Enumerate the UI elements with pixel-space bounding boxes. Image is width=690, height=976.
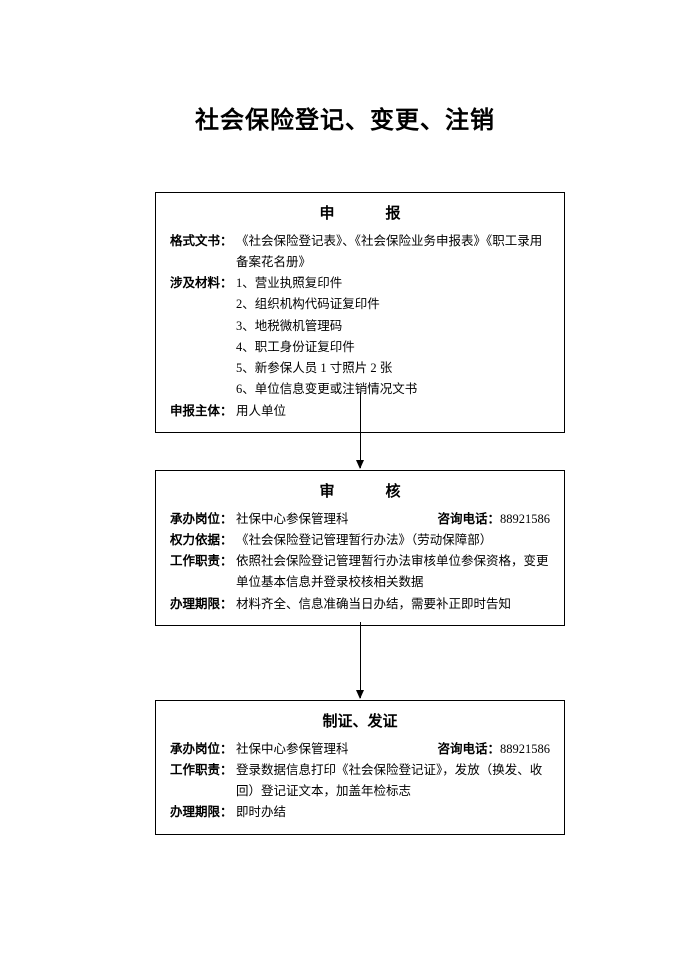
value: 用人单位 <box>236 401 550 422</box>
flow-box-issue: 制证、发证 承办岗位： 社保中心参保管理科 咨询电话： 88921586 工作职… <box>155 700 565 835</box>
label: 承办岗位： <box>170 509 236 530</box>
list-item: 1、营业执照复印件 <box>236 273 550 294</box>
phone-label: 咨询电话： <box>437 739 500 760</box>
value: 《社会保险登记管理暂行办法》（劳动保障部） <box>236 530 550 551</box>
box-title-issue: 制证、发证 <box>170 709 550 735</box>
dept-value: 社保中心参保管理科 <box>236 509 349 530</box>
label: 权力依据： <box>170 530 236 551</box>
value: 登录数据信息打印《社会保险登记证》，发放（换发、收回）登记证文本，加盖年检标志 <box>236 760 550 803</box>
label: 办理期限： <box>170 594 236 615</box>
value: 《社会保险登记表》、《社会保险业务申报表》《职工录用备案花名册》 <box>236 231 550 274</box>
row: 办理期限： 材料齐全、信息准确当日办结，需要补正即时告知 <box>170 594 550 615</box>
value: 材料齐全、信息准确当日办结，需要补正即时告知 <box>236 594 550 615</box>
page-title: 社会保险登记、变更、注销 <box>0 100 690 135</box>
flow-box-review: 审 核 承办岗位： 社保中心参保管理科 咨询电话： 88921586 权力依据：… <box>155 470 565 626</box>
list-item: 2、组织机构代码证复印件 <box>236 294 550 315</box>
label: 申报主体： <box>170 401 236 422</box>
phone-label: 咨询电话： <box>437 509 500 530</box>
box-title-review: 审 核 <box>188 479 550 505</box>
arrow-down-icon <box>360 392 361 468</box>
label: 涉及材料： <box>170 273 236 401</box>
dept-value: 社保中心参保管理科 <box>236 739 349 760</box>
value: 1、营业执照复印件 2、组织机构代码证复印件 3、地税微机管理码 4、职工身份证… <box>236 273 550 401</box>
phone-value: 88921586 <box>500 509 550 530</box>
list-item: 5、新参保人员 1 寸照片 2 张 <box>236 358 550 379</box>
label: 工作职责： <box>170 760 236 803</box>
row: 工作职责： 依照社会保险登记管理暂行办法审核单位参保资格，变更单位基本信息并登录… <box>170 551 550 594</box>
label: 承办岗位： <box>170 739 236 760</box>
row: 涉及材料： 1、营业执照复印件 2、组织机构代码证复印件 3、地税微机管理码 4… <box>170 273 550 401</box>
box-title-apply: 申 报 <box>188 201 550 227</box>
row: 工作职责： 登录数据信息打印《社会保险登记证》，发放（换发、收回）登记证文本，加… <box>170 760 550 803</box>
value: 即时办结 <box>236 802 550 823</box>
label: 办理期限： <box>170 802 236 823</box>
dept-phone-row: 承办岗位： 社保中心参保管理科 咨询电话： 88921586 <box>170 739 550 760</box>
phone-value: 88921586 <box>500 739 550 760</box>
row: 格式文书： 《社会保险登记表》、《社会保险业务申报表》《职工录用备案花名册》 <box>170 231 550 274</box>
list-item: 6、单位信息变更或注销情况文书 <box>236 379 550 400</box>
row: 办理期限： 即时办结 <box>170 802 550 823</box>
label: 工作职责： <box>170 551 236 594</box>
dept-phone-row: 承办岗位： 社保中心参保管理科 咨询电话： 88921586 <box>170 509 550 530</box>
list-item: 4、职工身份证复印件 <box>236 337 550 358</box>
label: 格式文书： <box>170 231 236 274</box>
arrow-down-icon <box>360 622 361 698</box>
row: 权力依据： 《社会保险登记管理暂行办法》（劳动保障部） <box>170 530 550 551</box>
list-item: 3、地税微机管理码 <box>236 316 550 337</box>
value: 依照社会保险登记管理暂行办法审核单位参保资格，变更单位基本信息并登录校核相关数据 <box>236 551 550 594</box>
